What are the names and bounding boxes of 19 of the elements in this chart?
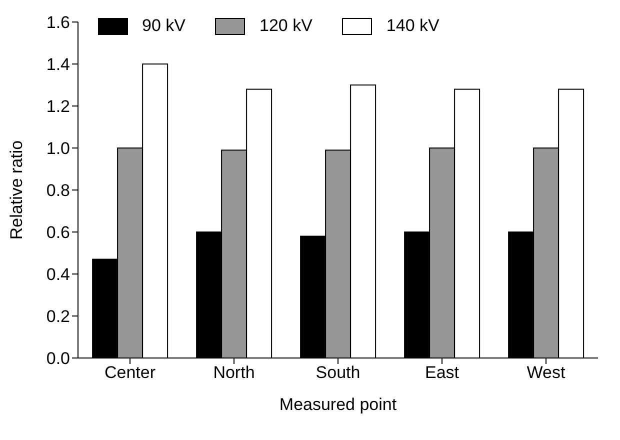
y-tick-label: 1.6	[46, 13, 70, 32]
y-tick-label: 0.2	[46, 307, 70, 326]
x-tick-label: West	[526, 363, 566, 382]
x-tick-label: East	[424, 363, 460, 382]
x-tick-label: North	[213, 363, 255, 382]
x-tick-label: South	[316, 363, 360, 382]
y-tick-label: 0.4	[46, 265, 70, 284]
x-axis-title: Measured point	[279, 395, 397, 414]
y-tick-label: 0.8	[46, 181, 70, 200]
legend-label: 90 kV	[142, 16, 186, 36]
y-tick-label: 0.0	[46, 349, 70, 368]
legend-label: 120 kV	[259, 16, 312, 36]
legend-label: 140 kV	[386, 16, 440, 36]
x-tick-label: Center	[104, 363, 156, 382]
y-tick-label: 1.4	[46, 55, 70, 74]
y-tick-label: 1.0	[46, 139, 70, 158]
y-tick-label: 1.2	[46, 97, 70, 116]
y-axis-title: Relative ratio	[7, 140, 26, 240]
y-tick-label: 0.6	[46, 223, 70, 242]
